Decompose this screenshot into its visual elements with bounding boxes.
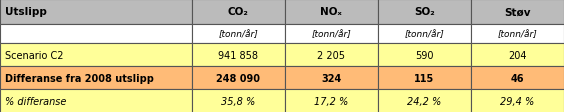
- Text: Utslipp: Utslipp: [5, 7, 46, 17]
- Text: Differanse fra 2008 utslipp: Differanse fra 2008 utslipp: [5, 73, 153, 83]
- Text: [tonn/år]: [tonn/år]: [497, 30, 537, 39]
- Bar: [471, 67, 564, 90]
- Text: 590: 590: [415, 50, 434, 60]
- Text: SO₂: SO₂: [414, 7, 435, 17]
- Text: 2 205: 2 205: [318, 50, 345, 60]
- Bar: [192, 90, 285, 112]
- Bar: [285, 44, 378, 67]
- Bar: [471, 90, 564, 112]
- Bar: [285, 0, 378, 25]
- Text: 24,2 %: 24,2 %: [407, 96, 442, 106]
- Text: 204: 204: [508, 50, 527, 60]
- Text: Scenario C2: Scenario C2: [5, 50, 63, 60]
- Bar: [378, 25, 471, 44]
- Text: [tonn/år]: [tonn/år]: [404, 30, 444, 39]
- Text: [tonn/år]: [tonn/år]: [218, 30, 258, 39]
- Text: [tonn/år]: [tonn/år]: [311, 30, 351, 39]
- Bar: [192, 25, 285, 44]
- Bar: [378, 67, 471, 90]
- Text: NOₓ: NOₓ: [320, 7, 342, 17]
- Text: % differanse: % differanse: [5, 96, 66, 106]
- Bar: [285, 25, 378, 44]
- Text: 29,4 %: 29,4 %: [500, 96, 535, 106]
- Text: 35,8 %: 35,8 %: [221, 96, 255, 106]
- Bar: [0, 90, 192, 112]
- Bar: [378, 90, 471, 112]
- Bar: [0, 67, 192, 90]
- Bar: [378, 0, 471, 25]
- Bar: [0, 44, 192, 67]
- Bar: [0, 0, 192, 25]
- Bar: [378, 44, 471, 67]
- Bar: [192, 44, 285, 67]
- Bar: [471, 44, 564, 67]
- Bar: [0, 25, 192, 44]
- Bar: [471, 0, 564, 25]
- Bar: [285, 90, 378, 112]
- Text: 46: 46: [511, 73, 524, 83]
- Text: 248 090: 248 090: [216, 73, 261, 83]
- Text: 17,2 %: 17,2 %: [314, 96, 349, 106]
- Text: CO₂: CO₂: [228, 7, 249, 17]
- Bar: [471, 25, 564, 44]
- Bar: [192, 0, 285, 25]
- Text: 115: 115: [415, 73, 434, 83]
- Text: 324: 324: [321, 73, 341, 83]
- Text: Støv: Støv: [504, 7, 531, 17]
- Bar: [285, 67, 378, 90]
- Bar: [192, 67, 285, 90]
- Text: 941 858: 941 858: [218, 50, 258, 60]
